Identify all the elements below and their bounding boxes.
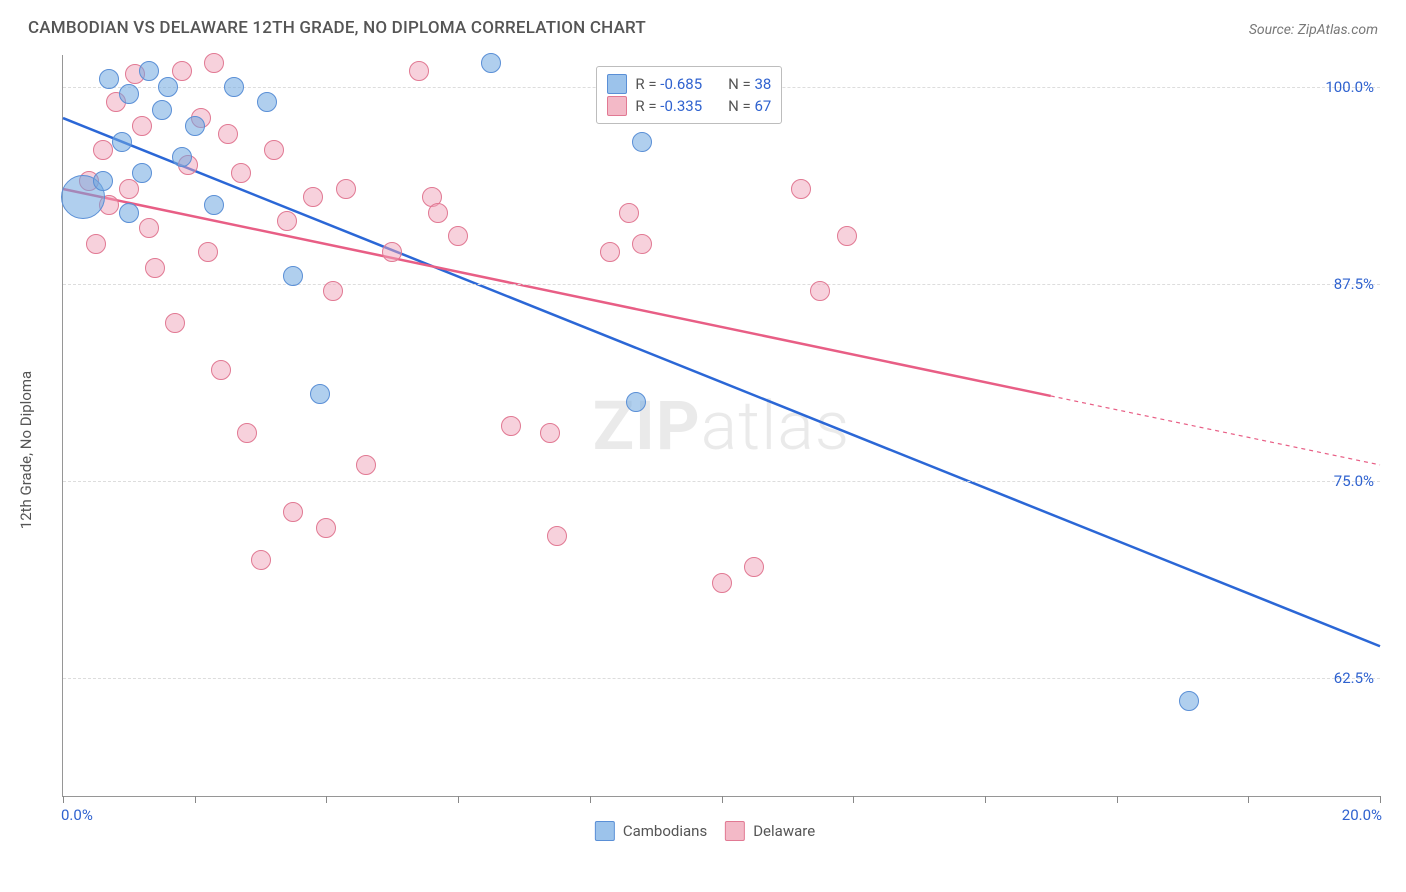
y-tick-label: 100.0%	[1325, 78, 1374, 96]
source-attribution: Source: ZipAtlas.com	[1249, 22, 1378, 38]
y-tick-label: 87.5%	[1334, 275, 1374, 293]
x-tick	[985, 796, 986, 803]
plot-area: ZIPatlas 0.0% 20.0% 100.0%87.5%75.0%62.5…	[62, 55, 1380, 797]
point-delaware	[145, 258, 165, 278]
x-tick	[1117, 796, 1118, 803]
chart-wrap: 12th Grade, No Diploma ZIPatlas 0.0% 20.…	[30, 55, 1380, 845]
point-delaware	[744, 557, 764, 577]
regression-lines-svg	[63, 55, 1380, 796]
y-tick-label: 62.5%	[1334, 669, 1374, 687]
point-delaware	[448, 226, 468, 246]
y-gridline	[63, 678, 1380, 679]
point-delaware	[303, 187, 323, 207]
legend-item: Cambodians	[595, 821, 707, 841]
point-delaware	[837, 226, 857, 246]
point-cambodians	[99, 69, 119, 89]
x-tick	[590, 796, 591, 803]
point-delaware	[540, 423, 560, 443]
x-max-label: 20.0%	[1342, 806, 1382, 824]
point-delaware	[712, 573, 732, 593]
point-delaware	[547, 526, 567, 546]
point-delaware	[218, 124, 238, 144]
point-delaware	[86, 234, 106, 254]
point-delaware	[237, 423, 257, 443]
point-delaware	[316, 518, 336, 538]
point-delaware	[277, 211, 297, 231]
point-delaware	[632, 234, 652, 254]
point-delaware	[119, 179, 139, 199]
point-cambodians	[310, 384, 330, 404]
point-delaware	[93, 140, 113, 160]
point-cambodians	[119, 203, 139, 223]
point-cambodians	[1179, 691, 1199, 711]
x-tick	[458, 796, 459, 803]
point-delaware	[198, 242, 218, 262]
chart-title: CAMBODIAN VS DELAWARE 12TH GRADE, NO DIP…	[28, 18, 646, 38]
point-cambodians	[632, 132, 652, 152]
x-min-label: 0.0%	[61, 806, 93, 824]
point-delaware	[619, 203, 639, 223]
point-cambodians	[224, 77, 244, 97]
point-cambodians	[172, 147, 192, 167]
x-tick	[722, 796, 723, 803]
point-delaware	[791, 179, 811, 199]
point-cambodians	[132, 163, 152, 183]
point-delaware	[336, 179, 356, 199]
y-axis-label: 12th Grade, No Diploma	[17, 371, 35, 529]
point-cambodians	[139, 61, 159, 81]
point-cambodians	[257, 92, 277, 112]
point-cambodians	[626, 392, 646, 412]
x-tick	[1248, 796, 1249, 803]
point-cambodians	[112, 132, 132, 152]
point-cambodians	[119, 84, 139, 104]
point-delaware	[810, 281, 830, 301]
point-delaware	[165, 313, 185, 333]
point-cambodians	[204, 195, 224, 215]
point-cambodians	[158, 77, 178, 97]
watermark-bold: ZIP	[593, 386, 701, 466]
point-delaware	[323, 281, 343, 301]
correlation-chart-page: CAMBODIAN VS DELAWARE 12TH GRADE, NO DIP…	[0, 0, 1406, 892]
series-legend: Cambodians Delaware	[595, 821, 815, 841]
point-cambodians	[481, 53, 501, 73]
x-tick	[1380, 796, 1381, 803]
header: CAMBODIAN VS DELAWARE 12TH GRADE, NO DIP…	[0, 0, 1406, 48]
y-gridline	[63, 481, 1380, 482]
point-delaware	[283, 502, 303, 522]
point-delaware	[132, 116, 152, 136]
point-delaware	[139, 218, 159, 238]
point-delaware	[382, 242, 402, 262]
point-delaware	[231, 163, 251, 183]
x-tick	[195, 796, 196, 803]
x-tick	[853, 796, 854, 803]
point-delaware	[264, 140, 284, 160]
x-tick	[63, 796, 64, 803]
point-cambodians	[283, 266, 303, 286]
stats-legend-row: R = -0.335N = 67	[607, 95, 771, 117]
point-delaware	[600, 242, 620, 262]
watermark-light: atlas	[701, 386, 851, 466]
x-tick	[326, 796, 327, 803]
stats-legend-row: R = -0.685N = 38	[607, 73, 771, 95]
point-delaware	[204, 53, 224, 73]
y-tick-label: 75.0%	[1334, 472, 1374, 490]
y-gridline	[63, 284, 1380, 285]
point-cambodians	[185, 116, 205, 136]
point-delaware	[356, 455, 376, 475]
point-delaware	[428, 203, 448, 223]
point-delaware	[211, 360, 231, 380]
legend-item: Delaware	[725, 821, 815, 841]
point-cambodians	[93, 171, 113, 191]
stats-legend: R = -0.685N = 38R = -0.335N = 67	[596, 66, 782, 124]
point-delaware	[251, 550, 271, 570]
point-delaware	[501, 416, 521, 436]
point-cambodians	[152, 100, 172, 120]
point-delaware	[409, 61, 429, 81]
